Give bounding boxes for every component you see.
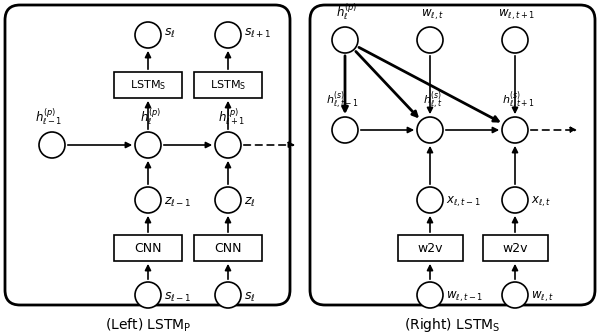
- Text: w2v: w2v: [502, 241, 528, 255]
- Text: $h_{\ell,t+1}^{(s)}$: $h_{\ell,t+1}^{(s)}$: [502, 90, 536, 112]
- Circle shape: [215, 132, 241, 158]
- Text: $x_{\ell,t-1}$: $x_{\ell,t-1}$: [446, 195, 481, 209]
- Text: $s_{\ell+1}$: $s_{\ell+1}$: [244, 26, 272, 39]
- Circle shape: [417, 117, 443, 143]
- Text: (Right) LSTM$_\mathrm{S}$: (Right) LSTM$_\mathrm{S}$: [404, 316, 500, 334]
- Circle shape: [135, 132, 161, 158]
- Text: $w_{\ell,t-1}$: $w_{\ell,t-1}$: [446, 290, 483, 304]
- Text: $z_{\ell}$: $z_{\ell}$: [244, 195, 256, 208]
- Text: LSTM$_\mathrm{S}$: LSTM$_\mathrm{S}$: [210, 78, 246, 92]
- Bar: [194, 72, 262, 98]
- Circle shape: [417, 282, 443, 308]
- FancyBboxPatch shape: [5, 5, 290, 305]
- Text: $h_{\ell}^{(p)}$: $h_{\ell}^{(p)}$: [140, 106, 161, 127]
- Circle shape: [502, 282, 528, 308]
- Circle shape: [502, 117, 528, 143]
- FancyBboxPatch shape: [310, 5, 595, 305]
- Text: $w_{\ell,t}$: $w_{\ell,t}$: [421, 8, 443, 22]
- Text: $x_{\ell,t}$: $x_{\ell,t}$: [531, 195, 551, 209]
- Circle shape: [417, 187, 443, 213]
- Circle shape: [502, 27, 528, 53]
- Bar: [114, 235, 182, 261]
- Circle shape: [39, 132, 65, 158]
- Circle shape: [332, 27, 358, 53]
- Text: $s_{\ell-1}$: $s_{\ell-1}$: [164, 291, 191, 304]
- Text: LSTM$_\mathrm{S}$: LSTM$_\mathrm{S}$: [130, 78, 166, 92]
- Bar: [482, 235, 548, 261]
- Circle shape: [215, 187, 241, 213]
- Circle shape: [215, 22, 241, 48]
- Text: $s_{\ell}$: $s_{\ell}$: [244, 291, 256, 304]
- Text: $h_{\ell,t-1}^{(s)}$: $h_{\ell,t-1}^{(s)}$: [326, 90, 359, 112]
- Text: w2v: w2v: [417, 241, 443, 255]
- Circle shape: [135, 282, 161, 308]
- Circle shape: [215, 282, 241, 308]
- Bar: [398, 235, 463, 261]
- Text: $z_{\ell-1}$: $z_{\ell-1}$: [164, 195, 191, 208]
- Text: $s_\ell$: $s_\ell$: [164, 26, 176, 39]
- Bar: [194, 235, 262, 261]
- Text: $h_{\ell}^{(p)}$: $h_{\ell}^{(p)}$: [337, 1, 358, 22]
- Bar: [114, 72, 182, 98]
- Circle shape: [135, 22, 161, 48]
- Text: (Left) LSTM$_\mathrm{P}$: (Left) LSTM$_\mathrm{P}$: [105, 316, 191, 334]
- Text: $h_{\ell,t}^{(s)}$: $h_{\ell,t}^{(s)}$: [423, 90, 443, 112]
- Text: $h_{\ell-1}^{(p)}$: $h_{\ell-1}^{(p)}$: [35, 106, 63, 127]
- Text: CNN: CNN: [214, 241, 242, 255]
- Circle shape: [502, 187, 528, 213]
- Text: $h_{\ell+1}^{(p)}$: $h_{\ell+1}^{(p)}$: [218, 106, 246, 127]
- Text: $w_{\ell,t+1}$: $w_{\ell,t+1}$: [499, 8, 536, 22]
- Circle shape: [332, 117, 358, 143]
- Circle shape: [417, 27, 443, 53]
- Text: CNN: CNN: [134, 241, 162, 255]
- Circle shape: [135, 187, 161, 213]
- Text: $w_{\ell,t}$: $w_{\ell,t}$: [531, 290, 554, 304]
